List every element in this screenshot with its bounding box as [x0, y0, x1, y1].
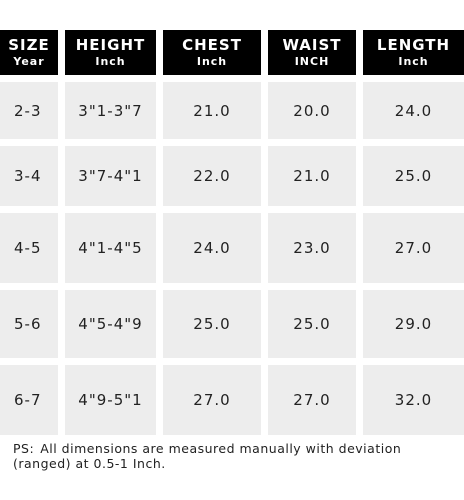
- header-size-title: SIZE: [8, 36, 50, 54]
- header-waist-unit: INCH: [294, 55, 330, 68]
- cell-text: 21.0: [293, 167, 331, 185]
- cell-text: 3-4: [14, 167, 42, 185]
- cell-text: 29.0: [394, 315, 433, 333]
- cell-text: 22.0: [193, 167, 231, 185]
- header-length-unit: Inch: [398, 55, 429, 68]
- header-length: LENGTH Inch: [363, 30, 464, 75]
- header-height-title: HEIGHT: [75, 36, 146, 54]
- table-cell-chest: 21.0: [163, 82, 261, 139]
- table-cell-height: 4"5-4"9: [65, 290, 156, 358]
- header-waist: WAIST INCH: [268, 30, 356, 75]
- table-cell-height: 3"1-3"7: [65, 82, 156, 139]
- cell-text: 5-6: [14, 315, 42, 333]
- table-cell-length: 32.0: [363, 365, 464, 435]
- table-cell-size: 6-7: [0, 365, 58, 435]
- table-cell-waist: 25.0: [268, 290, 356, 358]
- note-text: All dimensions are measured manually wit…: [13, 441, 402, 471]
- cell-text: 25.0: [293, 315, 331, 333]
- cell-text: 4"1-4"5: [78, 239, 143, 257]
- table-cell-chest: 25.0: [163, 290, 261, 358]
- header-chest-unit: Inch: [196, 55, 228, 68]
- header-waist-title: WAIST: [282, 36, 342, 54]
- cell-text: 27.0: [193, 391, 231, 409]
- cell-text: 20.0: [293, 101, 331, 120]
- cell-text: 4"9-5"1: [78, 391, 143, 409]
- cell-text: 6-7: [14, 391, 42, 409]
- table-cell-height: 4"9-5"1: [65, 365, 156, 435]
- cell-text: 27.0: [394, 239, 433, 257]
- table-cell-size: 3-4: [0, 146, 58, 206]
- table-cell-size: 5-6: [0, 290, 58, 358]
- cell-text: 4"5-4"9: [78, 315, 143, 333]
- table-cell-length: 29.0: [363, 290, 464, 358]
- table-cell-height: 3"7-4"1: [65, 146, 156, 206]
- cell-text: 4-5: [14, 239, 42, 257]
- table-cell-length: 24.0: [363, 82, 464, 139]
- header-size: SIZE Year: [0, 30, 58, 75]
- header-size-unit: Year: [13, 55, 45, 68]
- note-prefix: PS:: [13, 441, 35, 456]
- cell-text: 3"7-4"1: [78, 167, 143, 185]
- cell-text: 32.0: [394, 391, 433, 409]
- cell-text: 25.0: [394, 167, 433, 185]
- table-cell-length: 27.0: [363, 213, 464, 283]
- table-cell-length: 25.0: [363, 146, 464, 206]
- header-chest-title: CHEST: [182, 36, 242, 54]
- cell-text: 24.0: [193, 239, 231, 257]
- table-cell-waist: 21.0: [268, 146, 356, 206]
- measurement-note: PS: All dimensions are measured manually …: [13, 441, 458, 471]
- cell-text: 2-3: [14, 101, 42, 120]
- cell-text: 3"1-3"7: [78, 101, 143, 120]
- header-height-unit: Inch: [95, 55, 126, 68]
- header-length-title: LENGTH: [376, 36, 451, 54]
- table-cell-waist: 23.0: [268, 213, 356, 283]
- cell-text: 25.0: [193, 315, 231, 333]
- cell-text: 24.0: [394, 101, 433, 120]
- table-cell-chest: 27.0: [163, 365, 261, 435]
- header-height: HEIGHT Inch: [65, 30, 156, 75]
- table-cell-size: 2-3: [0, 82, 58, 139]
- cell-text: 23.0: [293, 239, 331, 257]
- table-cell-height: 4"1-4"5: [65, 213, 156, 283]
- table-cell-waist: 20.0: [268, 82, 356, 139]
- table-cell-size: 4-5: [0, 213, 58, 283]
- cell-text: 21.0: [193, 101, 231, 120]
- table-cell-chest: 22.0: [163, 146, 261, 206]
- header-chest: CHEST Inch: [163, 30, 261, 75]
- cell-text: 27.0: [293, 391, 331, 409]
- table-cell-chest: 24.0: [163, 213, 261, 283]
- table-cell-waist: 27.0: [268, 365, 356, 435]
